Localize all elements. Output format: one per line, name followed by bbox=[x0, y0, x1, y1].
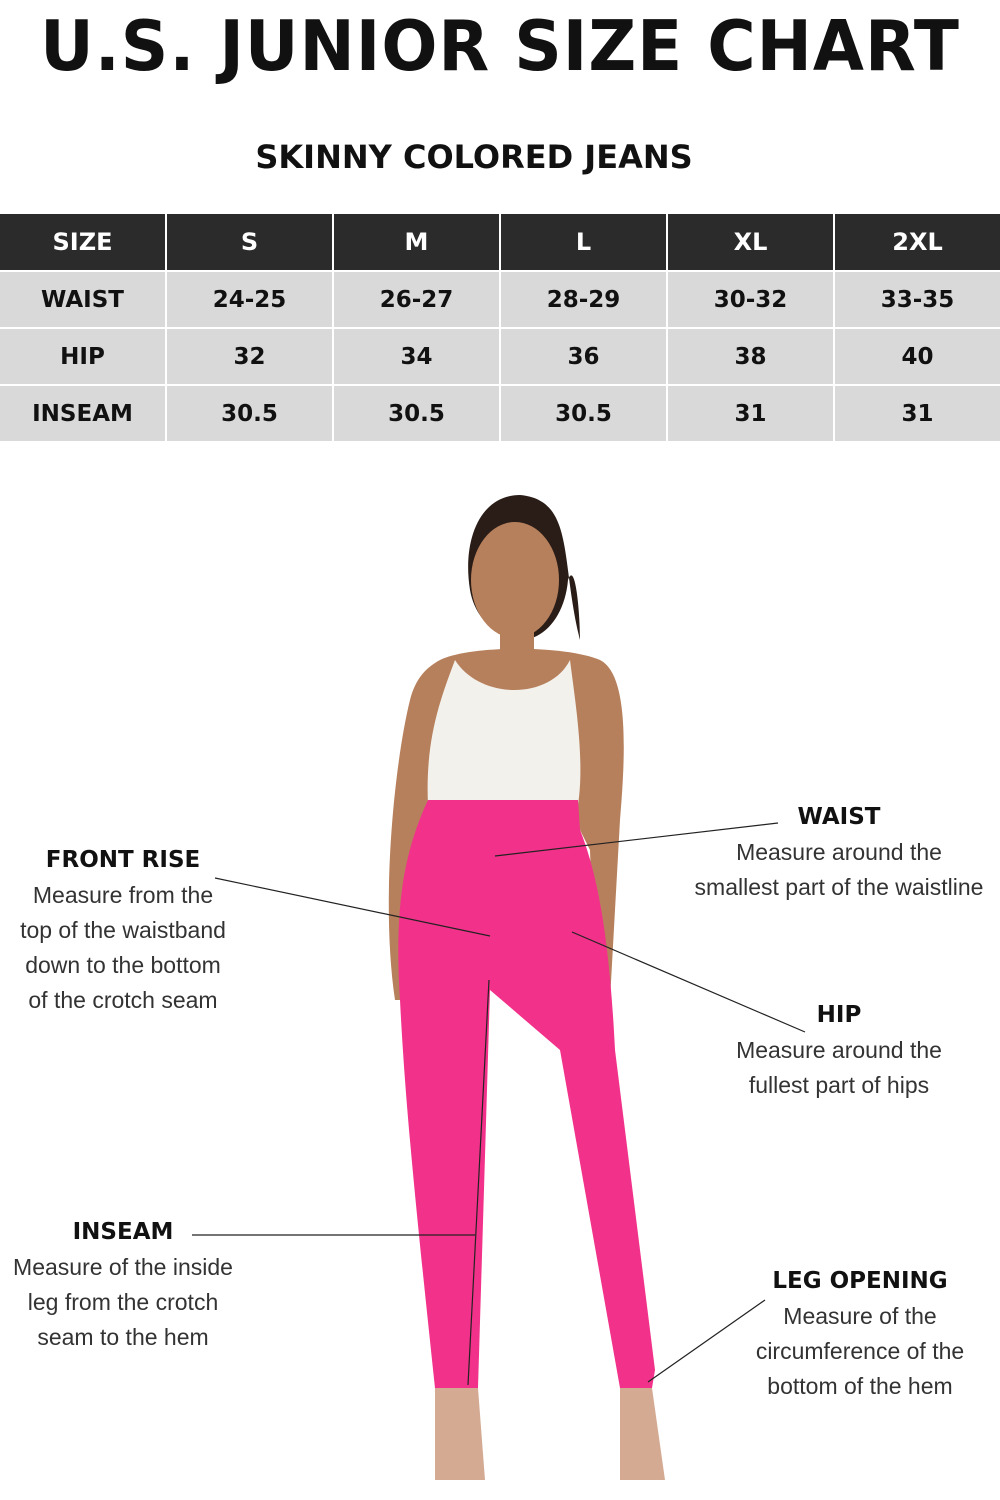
table-cell: 24-25 bbox=[167, 272, 332, 327]
table-cell: 40 bbox=[835, 329, 1000, 384]
table-cell: 30.5 bbox=[167, 386, 332, 441]
table-cell: 30.5 bbox=[501, 386, 666, 441]
table-cell: 31 bbox=[835, 386, 1000, 441]
model-illustration bbox=[388, 495, 665, 1480]
hip-annotation: HIP Measure around the fullest part of h… bbox=[710, 998, 968, 1103]
table-header-row: SIZE S M L XL 2XL bbox=[0, 214, 1000, 270]
annotation-label: LEG OPENING bbox=[772, 1268, 948, 1294]
annotation-text: Measure of the inside bbox=[13, 1254, 233, 1280]
annotation-label: FRONT RISE bbox=[45, 847, 201, 873]
header-cell: S bbox=[167, 214, 332, 270]
waist-annotation: WAIST Measure around the smallest part o… bbox=[672, 800, 1000, 905]
table-cell: 30-32 bbox=[668, 272, 833, 327]
header-cell: L bbox=[501, 214, 666, 270]
table-cell: 32 bbox=[167, 329, 332, 384]
annotation-lines bbox=[192, 822, 806, 1386]
header-cell: 2XL bbox=[835, 214, 1000, 270]
page-title: U.S. JUNIOR SIZE CHART bbox=[40, 6, 960, 87]
annotation-text: seam to the hem bbox=[37, 1324, 209, 1350]
table-row: HIP 32 34 36 38 40 bbox=[0, 329, 1000, 384]
annotation-text: Measure of the bbox=[783, 1303, 937, 1329]
annotation-text: of the crotch seam bbox=[28, 987, 218, 1013]
annotation-text: smallest part of the waistline bbox=[694, 874, 984, 900]
table-cell: 26-27 bbox=[334, 272, 499, 327]
annotation-text: bottom of the hem bbox=[767, 1373, 953, 1399]
table-cell: 38 bbox=[668, 329, 833, 384]
front-rise-line bbox=[214, 877, 491, 937]
header-cell: SIZE bbox=[0, 214, 165, 270]
header-cell: XL bbox=[668, 214, 833, 270]
annotation-text: Measure from the bbox=[32, 882, 214, 908]
table-row: INSEAM 30.5 30.5 30.5 31 31 bbox=[0, 386, 1000, 441]
hip-line bbox=[571, 931, 806, 1033]
table-cell: 33-35 bbox=[835, 272, 1000, 327]
table-cell: 36 bbox=[501, 329, 666, 384]
waist-line bbox=[494, 822, 779, 857]
annotation-text: fullest part of hips bbox=[748, 1072, 930, 1098]
annotation-text: down to the bottom bbox=[25, 952, 221, 978]
table-cell: 28-29 bbox=[501, 272, 666, 327]
annotation-label: INSEAM bbox=[72, 1219, 174, 1245]
header-cell: M bbox=[334, 214, 499, 270]
page-subtitle: SKINNY COLORED JEANS bbox=[255, 138, 693, 176]
front-rise-annotation: FRONT RISE Measure from the top of the w… bbox=[0, 843, 246, 1018]
inseam-annotation: INSEAM Measure of the inside leg from th… bbox=[0, 1215, 246, 1355]
table-row: WAIST 24-25 26-27 28-29 30-32 33-35 bbox=[0, 272, 1000, 327]
annotation-text: top of the waistband bbox=[20, 917, 226, 943]
leg-opening-line bbox=[647, 1299, 766, 1383]
inseam-vertical-line bbox=[467, 979, 490, 1386]
table-cell: HIP bbox=[0, 329, 165, 384]
annotation-text: leg from the crotch bbox=[27, 1289, 219, 1315]
table-cell: INSEAM bbox=[0, 386, 165, 441]
table-cell: 31 bbox=[668, 386, 833, 441]
annotation-text: Measure around the bbox=[736, 1037, 942, 1063]
table-cell: WAIST bbox=[0, 272, 165, 327]
table-cell: 30.5 bbox=[334, 386, 499, 441]
annotation-label: HIP bbox=[816, 1002, 862, 1028]
annotation-text: circumference of the bbox=[755, 1338, 965, 1364]
leg-opening-annotation: LEG OPENING Measure of the circumference… bbox=[730, 1264, 990, 1404]
annotation-text: Measure around the bbox=[736, 839, 942, 865]
table-cell: 34 bbox=[334, 329, 499, 384]
size-table: SIZE S M L XL 2XL WAIST 24-25 26-27 28-2… bbox=[0, 214, 1000, 443]
annotation-label: WAIST bbox=[797, 804, 881, 830]
